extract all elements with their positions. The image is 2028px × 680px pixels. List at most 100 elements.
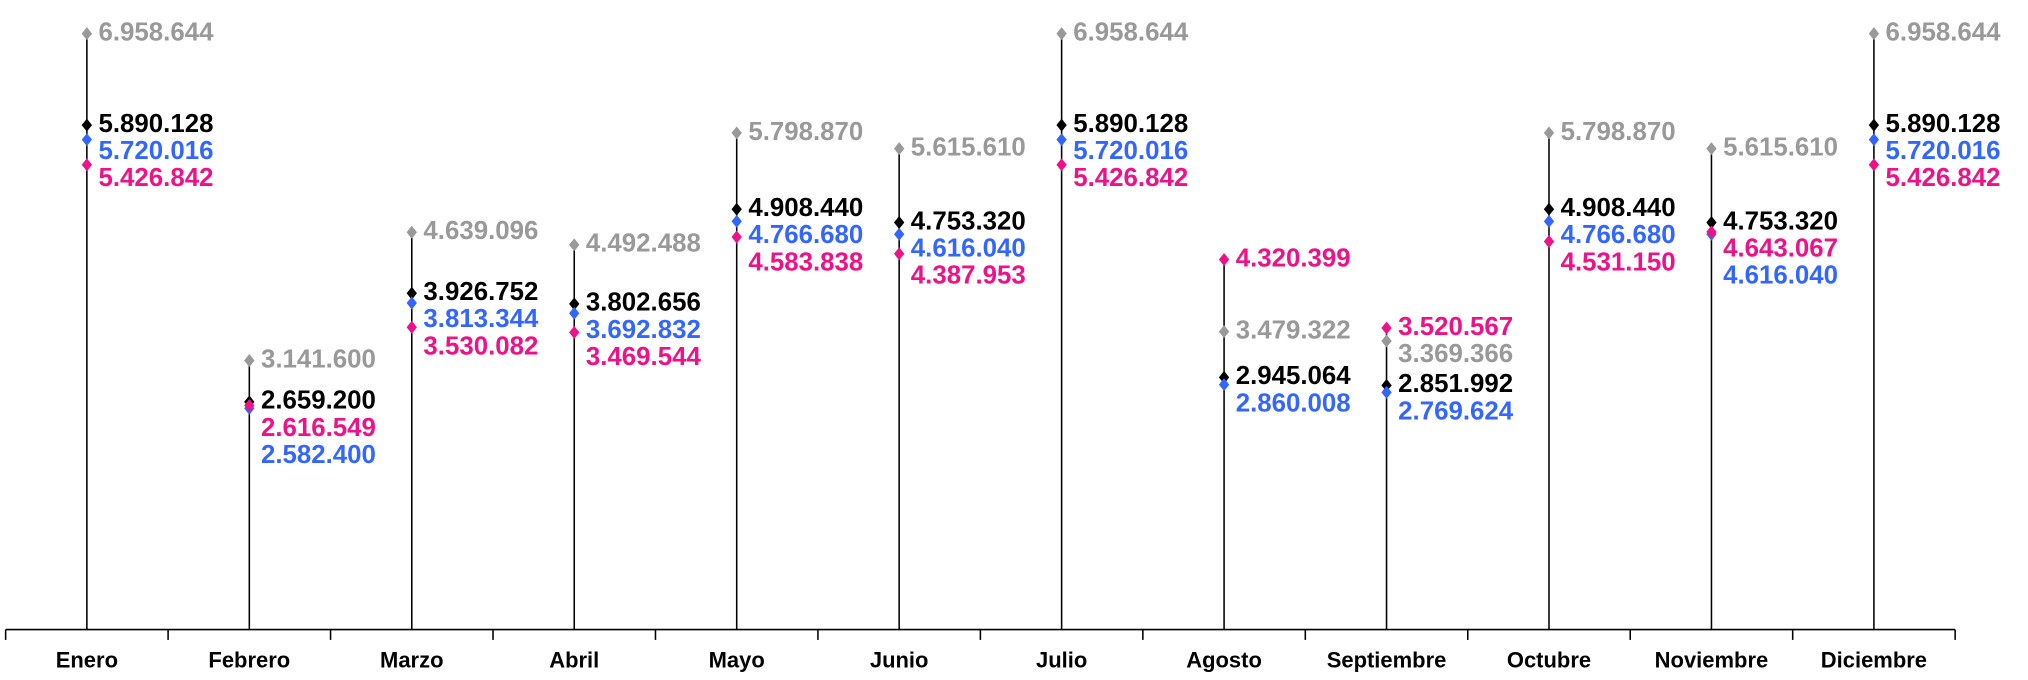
marker: [1381, 321, 1392, 335]
data-label: 4.766.680: [748, 221, 863, 249]
data-label: 4.908.440: [1561, 194, 1676, 222]
marker: [1218, 325, 1230, 339]
data-label: 2.945.064: [1236, 362, 1352, 390]
marker: [1543, 235, 1555, 248]
x-tick-label: Junio: [870, 648, 929, 673]
marker: [1868, 27, 1880, 41]
marker: [569, 325, 580, 339]
marker: [1218, 253, 1230, 267]
data-label: 3.469.544: [586, 343, 702, 371]
data-label: 5.798.870: [1561, 118, 1676, 146]
data-label: 5.615.610: [911, 133, 1026, 161]
marker: [1543, 202, 1555, 216]
marker: [731, 214, 742, 228]
data-label: 5.720.016: [1886, 137, 2001, 165]
x-tick-label: Septiembre: [1327, 648, 1447, 673]
data-label: 5.615.610: [1723, 133, 1838, 161]
x-tick-label: Febrero: [208, 648, 290, 673]
marker: [569, 306, 580, 320]
data-label: 4.387.953: [911, 262, 1026, 290]
data-label: 2.659.200: [261, 387, 376, 415]
data-label: 4.753.320: [1723, 207, 1838, 235]
data-label: 4.531.150: [1561, 248, 1676, 276]
marker: [1056, 27, 1067, 41]
marker: [569, 238, 580, 252]
marker: [1706, 216, 1717, 229]
x-tick-label: Diciembre: [1821, 648, 1927, 673]
data-label: 3.479.322: [1236, 316, 1351, 344]
x-tick-label: Abril: [549, 648, 599, 673]
marker: [731, 202, 742, 216]
data-label: 3.926.752: [423, 278, 538, 306]
data-label: 5.426.842: [1886, 164, 2001, 192]
data-label: 4.583.838: [748, 248, 863, 276]
marker: [1381, 378, 1392, 392]
data-label: 4.766.680: [1561, 221, 1676, 249]
data-label: 2.769.624: [1398, 397, 1514, 425]
data-label: 5.720.016: [98, 137, 213, 165]
data-label: 3.813.344: [423, 305, 539, 333]
data-label: 4.643.067: [1723, 234, 1838, 262]
data-label: 5.890.128: [1886, 110, 2001, 138]
marker: [1381, 385, 1392, 399]
data-label: 3.530.082: [423, 332, 538, 360]
marker: [81, 158, 93, 172]
data-label: 6.958.644: [1886, 18, 2002, 46]
marker: [1381, 334, 1392, 348]
x-tick-label: Noviembre: [1655, 648, 1769, 673]
x-tick-label: Mayo: [709, 648, 765, 673]
x-tick-label: Enero: [56, 648, 118, 673]
marker: [1543, 126, 1555, 140]
data-label: 3.520.567: [1398, 313, 1513, 341]
marker: [81, 27, 93, 41]
data-label: 3.802.656: [586, 289, 701, 317]
data-label: 4.616.040: [1723, 262, 1838, 290]
marker: [1868, 133, 1880, 147]
marker: [1868, 158, 1880, 172]
data-label: 2.616.549: [261, 414, 376, 442]
x-tick-label: Agosto: [1186, 648, 1262, 673]
data-label: 2.851.992: [1398, 370, 1513, 398]
marker: [893, 227, 905, 241]
data-label: 5.798.870: [748, 118, 863, 146]
data-label: 3.369.366: [1398, 340, 1513, 368]
marker: [1056, 158, 1067, 172]
data-label: 4.908.440: [748, 194, 863, 222]
marker: [1868, 118, 1880, 132]
marker: [1218, 378, 1230, 392]
marker: [893, 247, 905, 261]
x-tick-label: Marzo: [380, 648, 443, 673]
data-label: 5.890.128: [1073, 110, 1188, 138]
marker: [406, 286, 417, 300]
marker: [893, 216, 905, 229]
data-label: 4.753.320: [911, 207, 1026, 235]
data-label: 5.426.842: [98, 164, 213, 192]
marker: [1218, 370, 1230, 384]
marker: [81, 133, 93, 147]
data-label: 4.616.040: [911, 234, 1026, 262]
marker: [893, 142, 905, 156]
x-tick-label: Octubre: [1507, 648, 1591, 673]
data-label: 3.692.832: [586, 316, 701, 344]
marker: [731, 230, 742, 244]
data-label: 4.492.488: [586, 230, 701, 258]
data-label: 5.426.842: [1073, 164, 1188, 192]
marker: [406, 296, 417, 310]
marker: [1543, 214, 1555, 228]
marker: [244, 354, 255, 367]
marker: [406, 225, 417, 239]
x-tick-label: Julio: [1036, 648, 1087, 673]
data-label: 2.860.008: [1236, 389, 1351, 417]
data-label: 5.890.128: [98, 110, 213, 138]
data-label: 4.639.096: [423, 217, 538, 245]
marker: [1706, 142, 1717, 156]
marker: [244, 399, 255, 412]
data-label: 3.141.600: [261, 345, 376, 373]
data-label: 6.958.644: [1073, 18, 1189, 46]
data-label: 5.720.016: [1073, 137, 1188, 165]
marker: [731, 126, 742, 140]
marker: [81, 118, 93, 132]
marker: [1056, 118, 1067, 132]
marker: [1706, 225, 1717, 239]
